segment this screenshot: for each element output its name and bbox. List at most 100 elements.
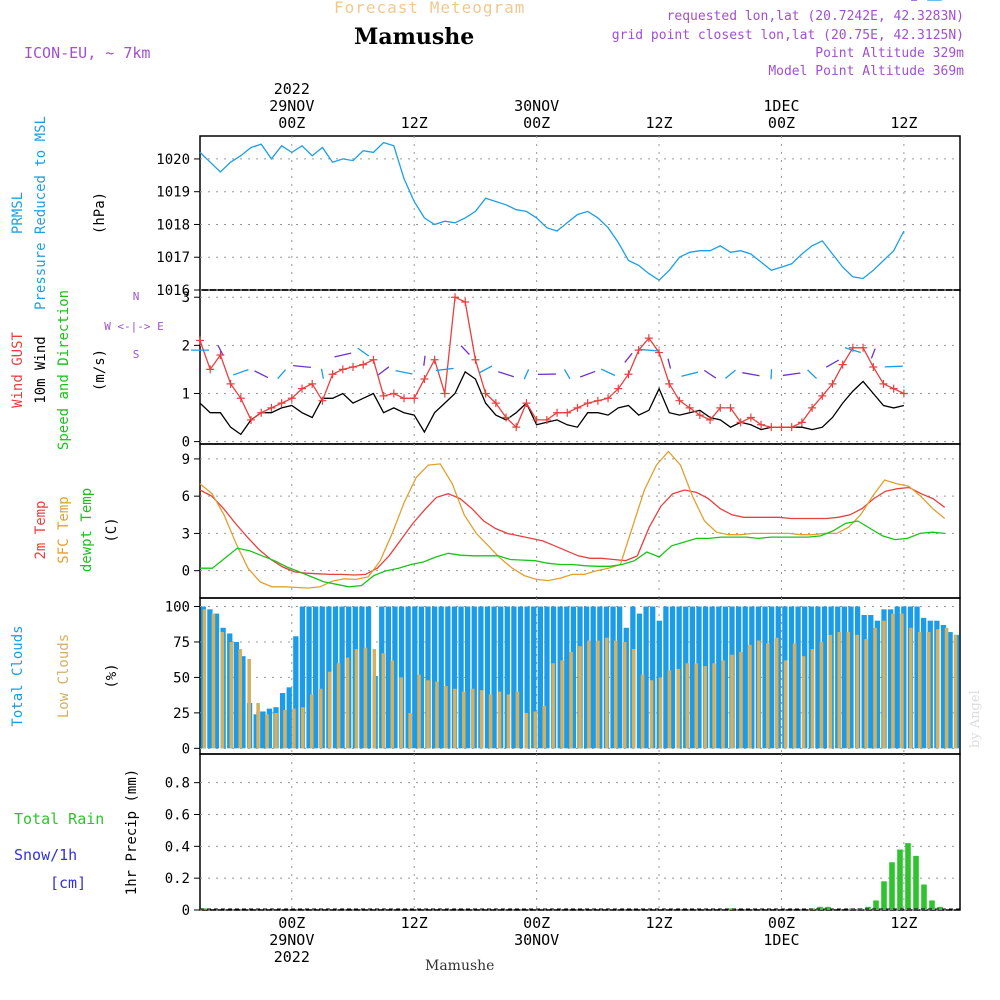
precip-unit: 1hr Precip (mm): [124, 769, 140, 895]
y-tick-label: 0.8: [165, 776, 190, 792]
gust-marker: [899, 389, 908, 398]
gust-marker: [338, 365, 347, 374]
cloud-low-bar: [864, 639, 868, 749]
gust-marker: [491, 399, 500, 408]
cloud-low-bar: [891, 613, 895, 749]
cloud-total-bar: [696, 606, 702, 749]
gust-marker: [583, 399, 592, 408]
wind-arrow: [523, 369, 530, 380]
cloud-label-1: Total Clouds: [10, 625, 26, 726]
wind-arrow: [498, 371, 515, 378]
gust-marker: [573, 403, 582, 412]
cloud-low-bar: [435, 681, 439, 749]
time-label-top: 29NOV: [269, 97, 314, 115]
cloud-total-bar: [458, 606, 464, 749]
cloud-total-bar: [213, 613, 220, 749]
wind-arrow: [667, 358, 672, 369]
cloud-total-bar: [451, 606, 458, 749]
time-label-bottom: 30NOV: [514, 931, 559, 949]
gust-marker: [695, 411, 704, 420]
cloud-low-bar: [712, 663, 716, 749]
cloud-total-bar: [716, 606, 722, 749]
cloud-low-bar: [676, 668, 681, 749]
y-tick-label: 0.6: [165, 807, 190, 823]
gust-marker: [614, 384, 623, 393]
cloud-total-bar: [517, 606, 524, 749]
gust-marker: [298, 384, 307, 393]
cloud-total-bar: [749, 606, 755, 749]
time-label-top: 00Z: [278, 114, 305, 132]
gust-marker: [389, 389, 398, 398]
cloud-low-bar: [202, 609, 207, 749]
temp-label-1: 2m Temp: [33, 500, 49, 559]
wind-arrow: [825, 359, 840, 368]
gust-marker: [706, 415, 715, 424]
wind-arrow: [770, 369, 773, 380]
cloud-low-bar: [408, 712, 412, 749]
time-label-top: 00Z: [523, 114, 550, 132]
cloud-total-bar: [511, 606, 517, 749]
cloud-low-bar: [238, 649, 243, 749]
cloud-total-bar: [286, 687, 292, 749]
cloud-total-bar: [901, 606, 907, 749]
gust-marker: [451, 293, 460, 302]
precip-bar: [937, 906, 943, 910]
precip-bar: [929, 900, 935, 910]
cloud-total-bar: [762, 606, 768, 749]
cloud-low-bar: [909, 627, 913, 749]
y-tick-label: 0: [182, 741, 190, 757]
gust-marker: [440, 389, 449, 398]
gust-marker: [471, 355, 480, 364]
cloud-total-bar: [279, 693, 286, 749]
gust-marker: [379, 391, 388, 400]
temp-label-2: SFC Temp: [56, 496, 72, 563]
cloud-total-bar: [478, 606, 484, 749]
cloud-total-bar: [887, 609, 894, 749]
cloud-total-bar: [392, 606, 398, 749]
cloud-total-bar: [788, 606, 795, 749]
cloud-low-bar: [596, 640, 600, 749]
wind-arrow: [478, 365, 493, 374]
y-tick-label: 25: [173, 706, 190, 722]
cloud-low-bar: [613, 640, 618, 749]
cloud-label-2: Low Clouds: [56, 634, 72, 718]
gust-marker: [481, 389, 490, 398]
cloud-low-bar: [345, 657, 350, 749]
cloud-total-bar: [921, 617, 927, 749]
cloud-total-bar: [240, 656, 246, 749]
cloud-total-bar: [874, 620, 881, 749]
cloud-total-bar: [557, 606, 563, 749]
cloud-low-bar: [926, 632, 931, 749]
cloud-low-bar: [882, 620, 886, 749]
cloud-total-bar: [940, 624, 947, 749]
cloud-low-bar: [363, 647, 368, 749]
time-label-top: 12Z: [646, 114, 673, 132]
y-tick-label: 1016: [156, 283, 190, 299]
cloud-total-bar: [663, 606, 669, 749]
page-title: Mamushe: [354, 24, 475, 50]
gust-marker: [287, 394, 296, 403]
time-label-bottom: 00Z: [278, 914, 305, 932]
cloud-total-bar: [861, 615, 867, 749]
gust-marker: [767, 423, 776, 432]
wind-arrow: [884, 365, 903, 368]
y-tick-label: 9: [182, 452, 190, 468]
cloud-low-bar: [453, 688, 457, 749]
cloud-low-bar: [479, 690, 484, 749]
wind-arrow: [435, 367, 454, 372]
time-label-top: 00Z: [768, 114, 795, 132]
wind-arrow: [870, 348, 876, 359]
cloud-total-bar: [868, 615, 874, 749]
cloud-low-bar: [524, 712, 529, 749]
cloud-low-bar: [399, 677, 403, 749]
cloud-low-bar: [605, 637, 609, 749]
cloud-low-bar: [220, 632, 225, 749]
gust-marker: [797, 418, 806, 427]
y-tick-label: 0: [182, 435, 190, 451]
gust-marker: [542, 415, 551, 424]
gust-marker: [328, 370, 337, 379]
cloud-total-bar: [471, 606, 477, 749]
cloud-low-bar: [739, 651, 743, 749]
cloud-total-bar: [359, 606, 365, 749]
wind-arrow: [277, 369, 287, 380]
